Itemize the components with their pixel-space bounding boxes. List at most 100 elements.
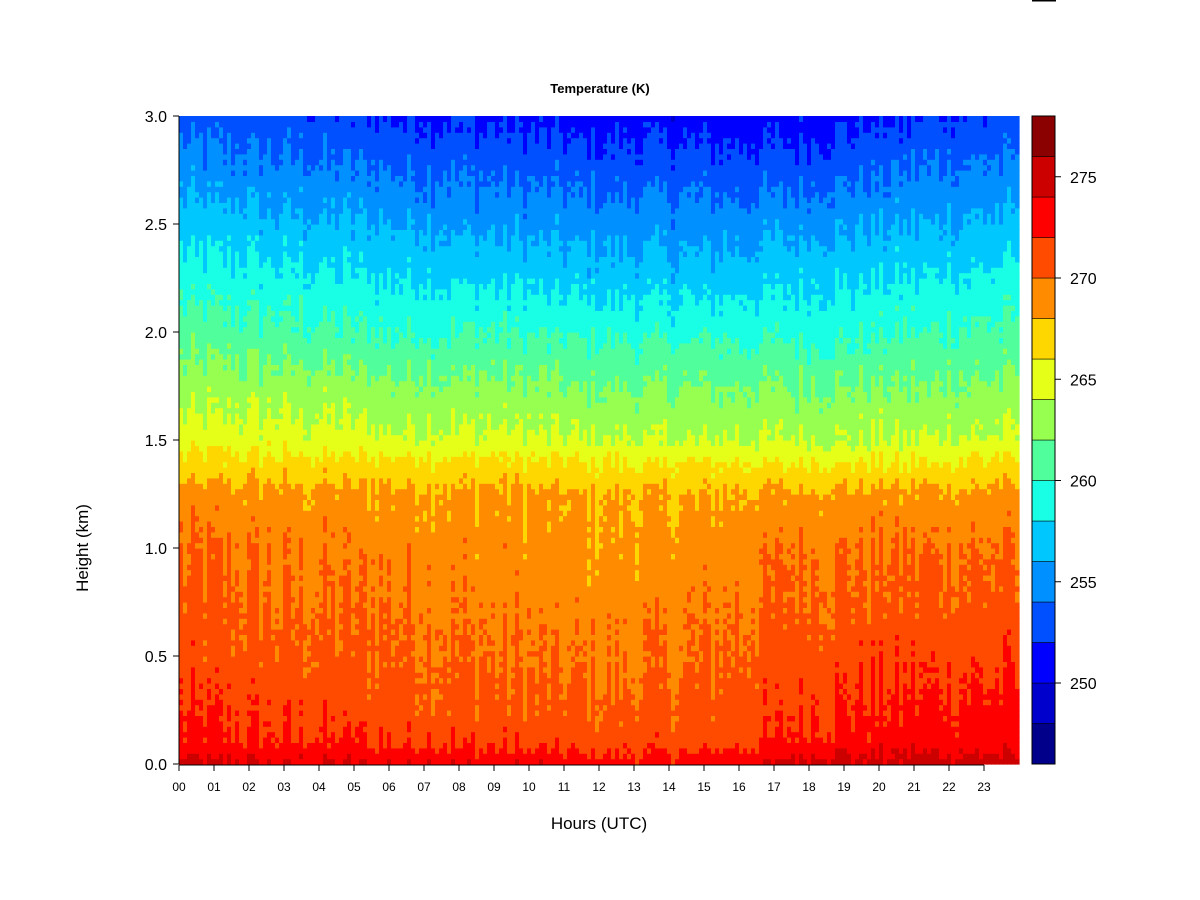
heatmap-cell <box>211 489 216 495</box>
heatmap-cell <box>215 445 220 451</box>
heatmap-cell <box>227 246 232 252</box>
heatmap-cell <box>183 667 188 673</box>
heatmap-cell <box>275 337 280 343</box>
heatmap-cell <box>283 472 288 478</box>
heatmap-cell <box>255 472 260 478</box>
heatmap-cell <box>231 186 236 192</box>
heatmap-cell <box>231 683 236 689</box>
heatmap-cell <box>279 721 284 727</box>
heatmap-cell <box>179 181 184 187</box>
heatmap-cell <box>235 154 240 160</box>
heatmap-cell <box>259 483 264 489</box>
heatmap-cell <box>315 510 320 516</box>
heatmap-cell <box>315 256 320 262</box>
heatmap-cell <box>319 321 324 327</box>
heatmap-cell <box>335 429 340 435</box>
heatmap-cell <box>195 364 200 370</box>
heatmap-cell <box>187 678 192 684</box>
heatmap-cell <box>267 213 272 219</box>
heatmap-cell <box>195 435 200 441</box>
heatmap-cell <box>199 580 204 586</box>
heatmap-cell <box>323 705 328 711</box>
heatmap-cell <box>323 516 328 522</box>
heatmap-cell <box>331 343 336 349</box>
heatmap-cell <box>287 456 292 462</box>
heatmap-cell <box>319 699 324 705</box>
heatmap-cell <box>283 570 288 576</box>
heatmap-cell <box>207 705 212 711</box>
heatmap-cell <box>251 143 256 149</box>
heatmap-cell <box>227 143 232 149</box>
heatmap-cell <box>227 267 232 273</box>
heatmap-cell <box>227 472 232 478</box>
heatmap-cell <box>323 327 328 333</box>
heatmap-cell <box>311 451 316 457</box>
heatmap-cell <box>215 159 220 165</box>
heatmap-cell <box>291 305 296 311</box>
heatmap-cell <box>259 219 264 225</box>
heatmap-cell <box>299 445 304 451</box>
heatmap-cell <box>227 138 232 144</box>
heatmap-cell <box>299 489 304 495</box>
heatmap-cell <box>191 440 196 446</box>
heatmap-cell <box>203 364 208 370</box>
heatmap-cell <box>287 397 292 403</box>
heatmap-cell <box>327 246 332 252</box>
heatmap-cell <box>199 559 204 565</box>
heatmap-cell <box>247 656 252 662</box>
heatmap-cell <box>191 127 196 133</box>
heatmap-cell <box>267 354 272 360</box>
heatmap-cell <box>299 634 304 640</box>
heatmap-cell <box>247 240 252 246</box>
heatmap-cell <box>215 510 220 516</box>
heatmap-cell <box>195 154 200 160</box>
heatmap-cell <box>291 597 296 603</box>
heatmap-cell <box>239 267 244 273</box>
heatmap-cell <box>291 467 296 473</box>
heatmap-cell <box>191 343 196 349</box>
heatmap-cell <box>183 305 188 311</box>
heatmap-cell <box>343 715 348 721</box>
heatmap-cell <box>243 640 248 646</box>
heatmap-cell <box>287 148 292 154</box>
heatmap-cell <box>331 337 336 343</box>
heatmap-cell <box>279 343 284 349</box>
heatmap-cell <box>195 294 200 300</box>
heatmap-cell <box>327 418 332 424</box>
heatmap-cell <box>191 678 196 684</box>
heatmap-cell <box>283 159 288 165</box>
heatmap-cell <box>323 381 328 387</box>
heatmap-cell <box>343 575 348 581</box>
heatmap-cell <box>251 316 256 322</box>
heatmap-cell <box>331 759 336 765</box>
heatmap-cell <box>295 456 300 462</box>
heatmap-cell <box>319 337 324 343</box>
heatmap-cell <box>211 337 216 343</box>
heatmap-cell <box>335 737 340 743</box>
heatmap-cell <box>187 505 192 511</box>
heatmap-cell <box>319 672 324 678</box>
heatmap-cell <box>207 418 212 424</box>
heatmap-cell <box>187 375 192 381</box>
heatmap-cell <box>203 359 208 365</box>
heatmap-cell <box>179 148 184 154</box>
heatmap-cell <box>319 451 324 457</box>
heatmap-cell <box>307 386 312 392</box>
heatmap-cell <box>287 408 292 414</box>
heatmap-cell <box>287 661 292 667</box>
heatmap-cell <box>231 672 236 678</box>
heatmap-cell <box>311 597 316 603</box>
heatmap-cell <box>267 580 272 586</box>
heatmap-cell <box>319 645 324 651</box>
heatmap-cell <box>227 597 232 603</box>
heatmap-cell <box>259 440 264 446</box>
heatmap-cell <box>203 327 208 333</box>
heatmap-cell <box>279 548 284 554</box>
heatmap-cell <box>243 683 248 689</box>
heatmap-cell <box>307 440 312 446</box>
heatmap-cell <box>259 591 264 597</box>
heatmap-cell <box>311 300 316 306</box>
heatmap-cell <box>287 651 292 657</box>
heatmap-cell <box>343 440 348 446</box>
heatmap-cell <box>315 300 320 306</box>
